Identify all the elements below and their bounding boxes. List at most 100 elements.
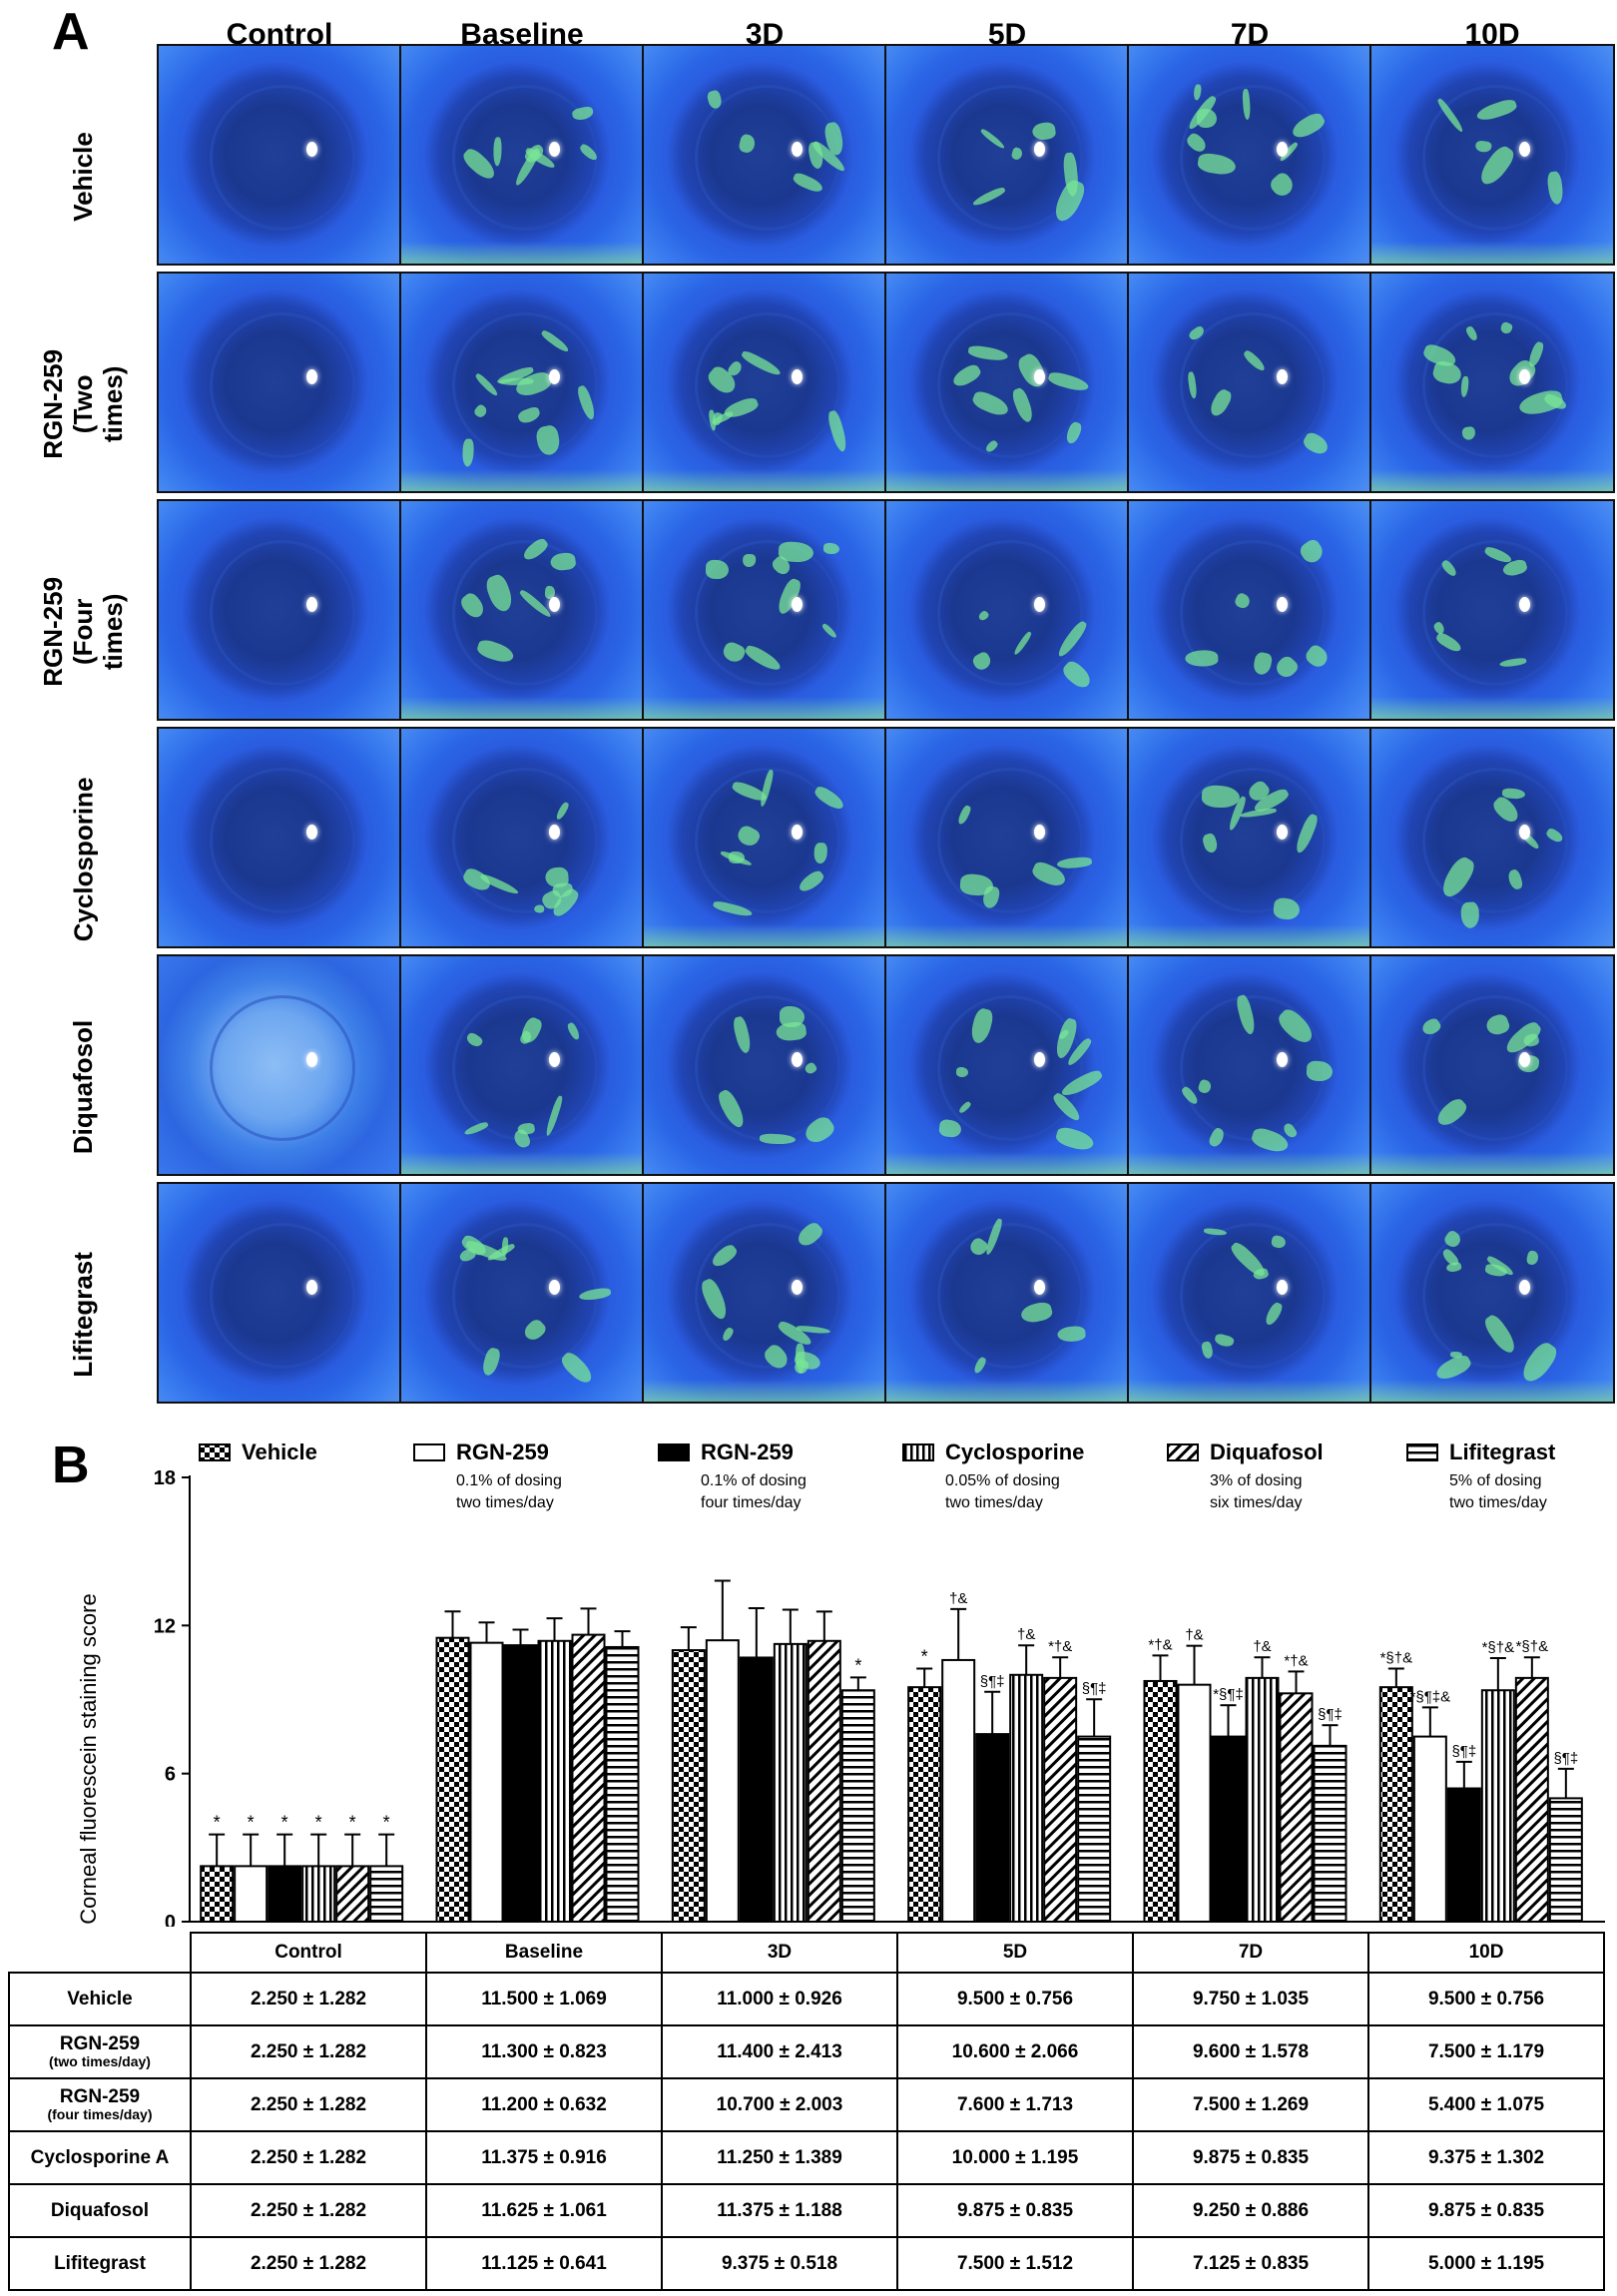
bar [369, 1865, 404, 1923]
significance-mark: §¶‡ [1318, 1706, 1343, 1723]
bar [1009, 1673, 1044, 1923]
eye-photo [157, 44, 402, 266]
row-label-vehicle: Vehicle [68, 132, 99, 222]
table-cell: 11.200 ± 0.632 [425, 2077, 663, 2132]
table-cell: 11.375 ± 0.916 [425, 2130, 663, 2185]
bar [200, 1865, 235, 1923]
table-cell: 7.500 ± 1.512 [896, 2236, 1134, 2291]
significance-mark: †& [949, 1590, 967, 1607]
table-cell: 11.000 ± 0.926 [661, 1972, 898, 2026]
bar [268, 1865, 302, 1923]
eye-photo [1369, 954, 1615, 1176]
eye-photo [642, 954, 887, 1176]
significance-mark: *§¶‡& [1410, 1688, 1451, 1705]
bar [705, 1639, 740, 1924]
table-cell: 2.250 ± 1.282 [190, 2236, 427, 2291]
bar [671, 1649, 706, 1924]
significance-mark: *§†& [1516, 1638, 1549, 1655]
significance-mark: * [383, 1813, 390, 1833]
table-header-3d: 3D [661, 1932, 898, 1974]
table-cell: 9.750 ± 1.035 [1132, 1972, 1369, 2026]
table-cell: 2.250 ± 1.282 [190, 2077, 427, 2132]
table-cell: 11.375 ± 1.188 [661, 2183, 898, 2238]
bar [773, 1642, 808, 1923]
table-cell: 2.250 ± 1.282 [190, 2024, 427, 2079]
bar [571, 1633, 606, 1924]
table-cell: 9.375 ± 0.518 [661, 2236, 898, 2291]
bar [1043, 1676, 1078, 1923]
table-row-name: Diquafosol [8, 2183, 192, 2238]
eye-photo [157, 727, 402, 948]
y-tick-label: 0 [165, 1912, 176, 1927]
legend-note: six times/day [1210, 1494, 1302, 1511]
bar [234, 1865, 269, 1923]
significance-mark: *§¶‡ [1213, 1686, 1244, 1703]
bar [435, 1636, 470, 1923]
panel-a-label: A [52, 3, 90, 61]
bar [1279, 1692, 1314, 1924]
table-cell: 7.500 ± 1.179 [1367, 2024, 1605, 2079]
table-cell: 9.600 ± 1.578 [1132, 2024, 1369, 2079]
table-cell: 7.500 ± 1.269 [1132, 2077, 1369, 2132]
table-row-name: RGN-259 (four times/day) [8, 2077, 192, 2132]
eye-photo [157, 1182, 402, 1404]
legend-label: Cyclosporine [945, 1439, 1084, 1464]
bar [301, 1865, 336, 1923]
significance-mark: *§†& [1380, 1649, 1413, 1666]
bar [840, 1689, 875, 1923]
bar [1077, 1735, 1112, 1924]
table-cell: 5.000 ± 1.195 [1367, 2236, 1605, 2291]
legend-note: four times/day [701, 1494, 801, 1511]
significance-mark: §¶‡ [1082, 1680, 1107, 1697]
table-cell: 9.375 ± 1.302 [1367, 2130, 1605, 2185]
legend-swatch [199, 1443, 231, 1461]
bar [1480, 1689, 1515, 1923]
significance-mark: †& [1253, 1638, 1271, 1655]
row-label-cyclosporine: Cyclosporine [68, 777, 99, 942]
eye-photo [642, 727, 887, 948]
table-header-control: Control [190, 1932, 427, 1974]
row-label-diquafosol: Diquafosol [68, 1019, 99, 1155]
staining-score-chart: Corneal fluorescein staining score 0 6 12 1… [76, 1439, 1605, 1927]
bar [1313, 1744, 1348, 1923]
table-cell: 10.000 ± 1.195 [896, 2130, 1134, 2185]
significance-mark: * [854, 1655, 861, 1675]
legend-note: 0.1% of dosing [701, 1472, 807, 1489]
eye-photo [1127, 499, 1372, 721]
significance-mark: * [921, 1646, 928, 1666]
table-cell: 5.400 ± 1.075 [1367, 2077, 1605, 2132]
bar [469, 1641, 504, 1923]
legend-note: 5% of dosing [1449, 1472, 1542, 1489]
eye-photo [642, 1182, 887, 1404]
table-row-name: Cyclosporine A [8, 2130, 192, 2185]
table-cell: 10.700 ± 2.003 [661, 2077, 898, 2132]
panel-b-label: B [52, 1436, 90, 1494]
table-cell: 10.600 ± 2.066 [896, 2024, 1134, 2079]
table-cell: 2.250 ± 1.282 [190, 1972, 427, 2026]
legend-note: two times/day [945, 1494, 1043, 1511]
bar [1378, 1686, 1413, 1923]
bar [739, 1656, 774, 1923]
significance-mark: *†& [1048, 1638, 1072, 1655]
eye-photo [642, 44, 887, 266]
table-row-name: Vehicle [8, 1972, 192, 2026]
eye-photo [1369, 499, 1615, 721]
row-label-rgn259-four: RGN-259 (Four times) [38, 577, 128, 687]
legend-swatch [413, 1443, 445, 1461]
bar [975, 1733, 1010, 1923]
eye-photo [1369, 44, 1615, 266]
eye-photo [884, 727, 1130, 948]
table-cell: 11.500 ± 1.069 [425, 1972, 663, 2026]
eye-photo [157, 954, 402, 1176]
table-cell: 11.250 ± 1.389 [661, 2130, 898, 2185]
bar [807, 1639, 841, 1923]
eye-photo [642, 272, 887, 493]
table-cell: 9.500 ± 0.756 [1367, 1972, 1605, 2026]
significance-mark: †& [1185, 1627, 1203, 1644]
eye-photo [399, 954, 645, 1176]
table-header-10d: 10D [1367, 1932, 1605, 1974]
significance-mark: * [349, 1813, 356, 1833]
y-tick-label: 6 [165, 1764, 176, 1786]
eye-photo [1127, 1182, 1372, 1404]
table-cell: 11.300 ± 0.823 [425, 2024, 663, 2079]
